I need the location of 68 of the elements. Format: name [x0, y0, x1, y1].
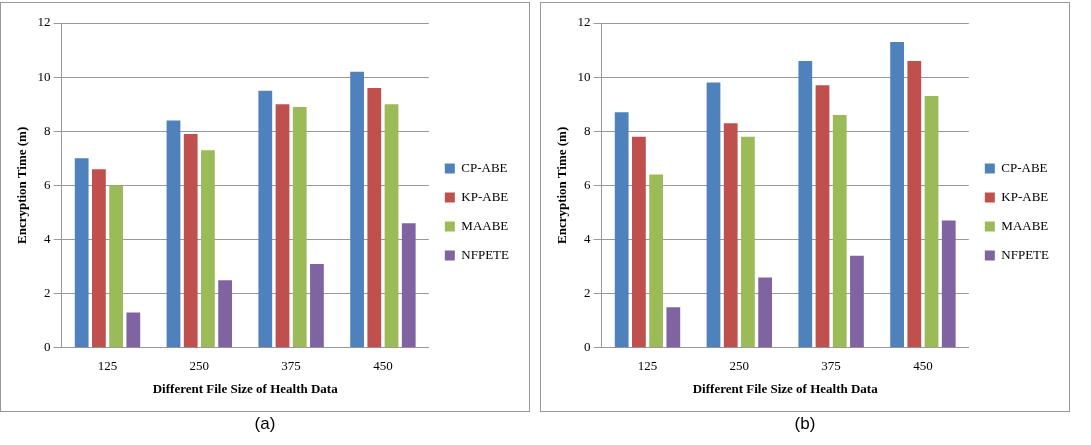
x-tick-label: 250: [729, 358, 750, 374]
legend-label: MAABE: [461, 217, 509, 233]
y-tick-label: 8: [584, 122, 591, 138]
x-axis-title: Different File Size of Health Data: [692, 380, 879, 396]
legend-label: NFPETE: [1001, 246, 1050, 262]
bar: [706, 82, 721, 348]
legend-label: KP-ABE: [1001, 188, 1049, 204]
y-tick-label: 4: [584, 230, 592, 246]
text: (a): [254, 414, 276, 434]
legend-label: CP-ABE: [461, 159, 508, 175]
bar: [890, 41, 904, 348]
y-tick-label: 10: [37, 68, 51, 84]
bar: [758, 277, 773, 348]
bar: [741, 136, 755, 348]
legend-label: CP-ABE: [1001, 159, 1048, 175]
y-tick-label: 10: [577, 68, 591, 84]
bar: [924, 96, 939, 348]
bar: [350, 71, 364, 348]
legend-label: NFPETE: [461, 246, 510, 262]
x-tick-label: 125: [637, 358, 658, 374]
legend-label: KP-ABE: [461, 188, 509, 204]
legend-label: MAABE: [1001, 217, 1049, 233]
bar: [632, 136, 646, 348]
y-axis-title: Encryption Time (m): [554, 126, 570, 245]
bar: [384, 104, 399, 348]
bar: [218, 280, 233, 348]
x-tick-label: 375: [281, 358, 301, 374]
bar: [614, 112, 629, 348]
bar: [310, 263, 324, 348]
bar: [166, 120, 181, 348]
y-tick-label: 8: [44, 122, 51, 138]
bar: [815, 85, 830, 348]
y-tick-label: 4: [44, 230, 52, 246]
y-tick-label: 0: [584, 339, 591, 355]
bar: [258, 90, 273, 348]
x-tick-label: 450: [373, 358, 393, 374]
y-tick-label: 0: [44, 339, 51, 355]
y-tick-label: 12: [37, 14, 51, 30]
y-tick-label: 6: [584, 176, 592, 192]
x-tick-label: 125: [97, 358, 118, 374]
text: (b): [794, 414, 816, 434]
bar: [92, 169, 106, 348]
x-tick-label: 375: [821, 358, 841, 374]
y-tick-label: 2: [584, 285, 591, 301]
y-axis-title: Encryption Time (m): [14, 126, 30, 245]
bar: [367, 87, 382, 348]
bar: [109, 185, 123, 348]
bar: [292, 106, 307, 348]
x-axis-title: Different File Size of Health Data: [152, 380, 339, 396]
x-tick-label: 250: [189, 358, 210, 374]
bar: [401, 223, 416, 348]
bar: [941, 220, 956, 348]
bar: [183, 133, 198, 348]
bar: [649, 174, 663, 348]
bar: [126, 312, 141, 348]
y-tick-label: 6: [44, 176, 52, 192]
bar: [798, 60, 813, 348]
bar: [74, 158, 89, 348]
bar: [666, 307, 681, 348]
bar: [275, 104, 290, 348]
bar: [850, 255, 864, 348]
bar: [201, 150, 215, 348]
bar: [723, 123, 738, 348]
bar: [907, 60, 922, 348]
y-tick-label: 2: [44, 285, 51, 301]
x-tick-label: 450: [913, 358, 933, 374]
bar: [832, 115, 847, 348]
y-tick-label: 12: [577, 14, 591, 30]
